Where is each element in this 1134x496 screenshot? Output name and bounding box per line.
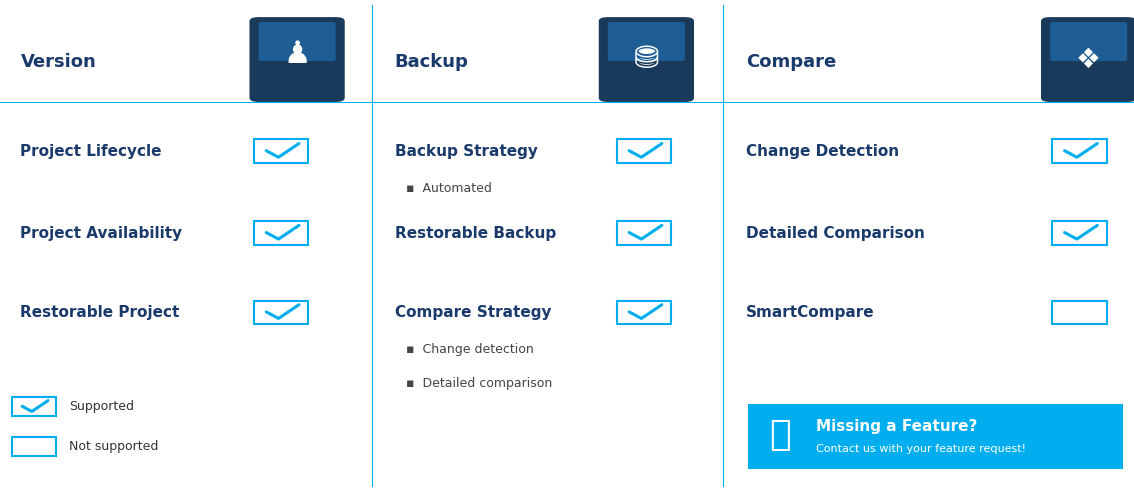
Text: Restorable Backup: Restorable Backup [395, 226, 556, 241]
FancyBboxPatch shape [1041, 17, 1134, 102]
Text: ▪  Automated: ▪ Automated [406, 182, 492, 195]
Text: ❖: ❖ [1076, 46, 1101, 73]
Text: Supported: Supported [69, 400, 134, 413]
FancyBboxPatch shape [599, 17, 694, 102]
Text: Version: Version [20, 53, 96, 71]
Text: ⛃: ⛃ [634, 45, 659, 74]
Text: ♟: ♟ [284, 40, 311, 69]
Text: Project Lifecycle: Project Lifecycle [20, 144, 162, 159]
FancyBboxPatch shape [1050, 22, 1127, 61]
Text: ▪  Detailed comparison: ▪ Detailed comparison [406, 377, 552, 390]
Text: Project Availability: Project Availability [20, 226, 183, 241]
Text: Missing a Feature?: Missing a Feature? [816, 419, 978, 434]
Text: Change Detection: Change Detection [746, 144, 899, 159]
Text: ⧉: ⧉ [769, 418, 792, 452]
Text: Contact us with your feature request!: Contact us with your feature request! [816, 444, 1026, 454]
Text: Restorable Project: Restorable Project [20, 305, 180, 320]
FancyBboxPatch shape [249, 17, 345, 102]
Text: SmartCompare: SmartCompare [746, 305, 874, 320]
FancyBboxPatch shape [608, 22, 685, 61]
Text: Not supported: Not supported [69, 440, 159, 453]
Text: Detailed Comparison: Detailed Comparison [746, 226, 925, 241]
Text: Backup: Backup [395, 53, 468, 71]
FancyBboxPatch shape [748, 404, 1123, 469]
FancyBboxPatch shape [259, 22, 336, 61]
Text: Backup Strategy: Backup Strategy [395, 144, 538, 159]
Text: Compare: Compare [746, 53, 837, 71]
Text: Compare Strategy: Compare Strategy [395, 305, 551, 320]
Text: ▪  Change detection: ▪ Change detection [406, 343, 534, 356]
